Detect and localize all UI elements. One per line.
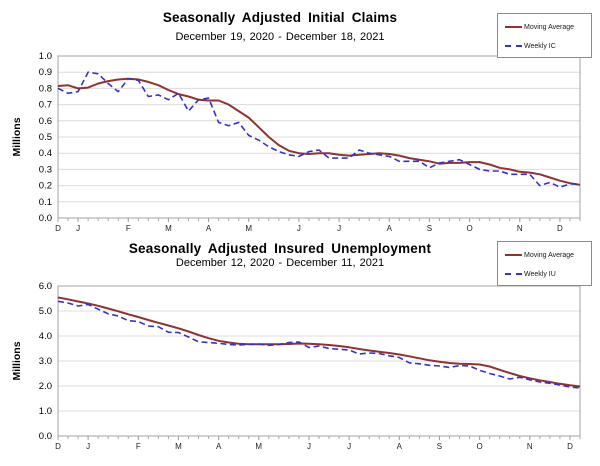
- legend-label: Weekly IC: [524, 42, 556, 50]
- moving-average-line-icon: [505, 26, 522, 28]
- y-tick-label: 0.2: [39, 181, 52, 192]
- y-tick-label: 0.9: [39, 67, 52, 78]
- x-month-label: D: [55, 442, 61, 451]
- x-month-label: D: [55, 224, 61, 233]
- legend-label: Weekly IU: [524, 270, 556, 278]
- x-month-label: M: [255, 442, 262, 451]
- legend-item-moving-average: Moving Average: [505, 22, 574, 32]
- y-axis-title: Millions: [11, 341, 23, 380]
- initial-claims-chart: Seasonally Adjusted Initial Claims Decem…: [11, 10, 592, 233]
- y-tick-label: 0.5: [39, 132, 52, 143]
- y-tick-label: 3.0: [39, 356, 52, 367]
- x-month-label: N: [517, 224, 523, 233]
- legend-label: Moving Average: [524, 23, 575, 31]
- legend-label: Moving Average: [524, 251, 575, 259]
- legend-box: Moving Average Weekly IU: [497, 241, 592, 286]
- x-month-label: D: [567, 442, 573, 451]
- moving-average-line: [57, 77, 581, 186]
- y-tick-label: 5.0: [39, 306, 52, 317]
- x-month-label: J: [347, 442, 351, 451]
- x-month-label: J: [86, 442, 90, 451]
- y-tick-label: 4.0: [39, 331, 52, 342]
- y-tick-label: 0.0: [39, 213, 52, 224]
- x-month-label: N: [527, 442, 533, 451]
- y-tick-label: 0.3: [39, 164, 52, 175]
- y-tick-label: 0.6: [39, 116, 52, 127]
- y-tick-label: 0.8: [39, 83, 52, 94]
- y-tick-label: 0.1: [39, 197, 52, 208]
- x-month-label: S: [437, 442, 442, 451]
- chart-title: Seasonally Adjusted Insured Unemployment: [128, 241, 432, 256]
- y-tick-label: 0.4: [39, 148, 52, 159]
- x-month-label: J: [297, 224, 301, 233]
- y-axis-title: Millions: [11, 117, 23, 156]
- x-month-label: M: [175, 442, 182, 451]
- y-tick-label: 6.0: [39, 281, 52, 292]
- y-tick-label: 0.7: [39, 100, 52, 111]
- x-month-label: A: [387, 224, 393, 233]
- x-month-label: A: [216, 442, 222, 451]
- moving-average-line-icon: [505, 254, 522, 256]
- x-month-label: O: [466, 224, 472, 233]
- x-month-label: A: [206, 224, 212, 233]
- y-tick-label: 0.0: [39, 431, 52, 442]
- chart-title: Seasonally Adjusted Initial Claims: [162, 10, 398, 25]
- insured-unemployment-chart: Seasonally Adjusted Insured Unemployment…: [0, 233, 600, 466]
- chart-subtitle: December 12, 2020 - December 11, 2021: [175, 257, 385, 269]
- insured-unemployment-plot: 6.05.04.03.02.01.00.0D J F M A M J J A S O N DMillio…: [11, 281, 581, 451]
- x-month-label: A: [397, 442, 403, 451]
- weekly-line-icon: [505, 45, 522, 47]
- initial-claims-plot: 1.00.90.80.70.60.50.40.30.20.10.0D J F M A M J…: [11, 51, 581, 233]
- x-month-label: J: [337, 224, 341, 233]
- x-month-label: J: [76, 224, 80, 233]
- y-tick-label: 2.0: [39, 381, 52, 392]
- y-tick-label: 1.0: [39, 406, 52, 417]
- x-month-label: F: [136, 442, 141, 451]
- legend-item-moving-average: Moving Average: [505, 250, 574, 260]
- weekly-series-line: [57, 300, 581, 389]
- x-month-label: D: [557, 224, 563, 233]
- x-month-label: J: [307, 442, 311, 451]
- x-month-label: O: [476, 442, 482, 451]
- legend-item-weekly: Weekly IU: [505, 269, 556, 279]
- legend-item-weekly: Weekly IC: [505, 41, 556, 51]
- x-month-label: M: [165, 224, 172, 233]
- x-month-label: S: [427, 224, 432, 233]
- legend-box: Moving Average Weekly IC: [497, 13, 592, 58]
- x-month-label: F: [126, 224, 131, 233]
- chart-subtitle: December 19, 2020 - December 18, 2021: [175, 31, 385, 43]
- weekly-series-line: [57, 71, 580, 188]
- y-tick-label: 1.0: [39, 51, 52, 62]
- weekly-line-icon: [505, 273, 522, 275]
- moving-average-line: [57, 296, 581, 388]
- x-month-label: M: [245, 224, 252, 233]
